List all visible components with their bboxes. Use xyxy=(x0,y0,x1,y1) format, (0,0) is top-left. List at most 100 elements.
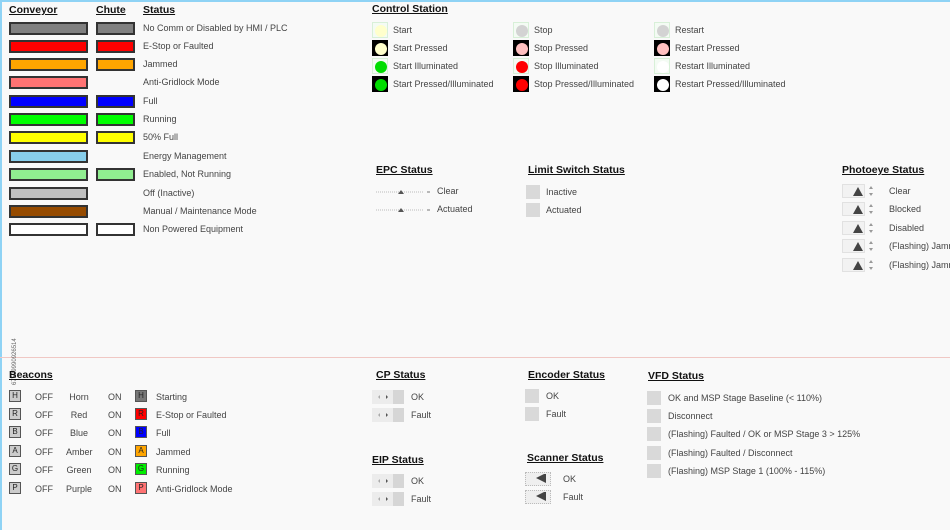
vfd-icon xyxy=(647,446,661,460)
beacon-on-icon: G xyxy=(135,463,147,475)
limit-switch-icon xyxy=(526,185,540,199)
button-indicator-icon xyxy=(372,76,388,92)
beacon-on-label: ON xyxy=(108,392,122,402)
scanner-icon xyxy=(525,472,551,486)
beacon-off-icon: A xyxy=(9,445,21,457)
beacon-off-icon: G xyxy=(9,463,21,475)
photoeye-label: Disabled xyxy=(889,223,925,233)
conveyor-swatch xyxy=(9,76,88,89)
vfd-label: (Flashing) Faulted / Disconnect xyxy=(668,448,793,458)
cp-label: Fault xyxy=(411,410,432,420)
vfd-label: (Flashing) MSP Stage 1 (100% - 115%) xyxy=(668,466,826,476)
control-station-title: Control Station xyxy=(372,3,448,15)
photoeye-icon xyxy=(842,202,880,216)
status-label: Energy Management xyxy=(143,151,227,161)
vfd-icon xyxy=(647,409,661,423)
beacon-name: Blue xyxy=(69,428,88,438)
vfd-label: (Flashing) Faulted / OK or MSP Stage 3 >… xyxy=(668,429,861,439)
beacon-off-label: OFF xyxy=(35,465,53,475)
conveyor-swatch xyxy=(9,205,88,218)
limit-switch-title: Limit Switch Status xyxy=(528,164,625,176)
button-indicator-icon xyxy=(654,22,670,38)
beacon-off-icon: P xyxy=(9,482,21,494)
encoder-icon xyxy=(525,407,539,421)
conveyor-swatch xyxy=(9,168,88,181)
button-indicator-icon xyxy=(654,40,670,56)
beacon-status-label: Starting xyxy=(156,392,188,402)
vfd-title: VFD Status xyxy=(648,370,705,382)
conveyor-swatch xyxy=(9,150,88,163)
button-indicator-icon xyxy=(513,76,529,92)
cp-label: OK xyxy=(411,392,425,402)
eip-icon xyxy=(372,474,404,488)
button-state-label: Restart xyxy=(675,25,705,35)
button-indicator-icon xyxy=(654,58,670,74)
encoder-label: OK xyxy=(546,391,560,401)
scanner-title: Scanner Status xyxy=(527,452,604,464)
beacon-status-label: Anti-Gridlock Mode xyxy=(156,484,233,494)
epc-switch-icon xyxy=(376,187,432,194)
beacon-off-label: OFF xyxy=(35,410,53,420)
status-label: Enabled, Not Running xyxy=(143,169,232,179)
beacon-off-label: OFF xyxy=(35,392,53,402)
button-state-label: Start xyxy=(393,25,413,35)
scanner-icon xyxy=(525,490,551,504)
chute-swatch xyxy=(96,95,135,108)
button-state-label: Start Pressed xyxy=(393,43,448,53)
cp-icon xyxy=(372,390,404,404)
conveyor-header: Conveyor xyxy=(9,4,58,16)
button-indicator-icon xyxy=(372,40,388,56)
chute-swatch xyxy=(96,40,135,53)
beacon-status-label: E-Stop or Faulted xyxy=(156,410,227,420)
photoeye-label: Clear xyxy=(889,186,911,196)
eip-label: OK xyxy=(411,476,425,486)
beacon-off-icon: H xyxy=(9,390,21,402)
encoder-label: Fault xyxy=(546,409,567,419)
left-border xyxy=(0,0,2,530)
button-state-label: Stop Pressed/Illuminated xyxy=(534,79,635,89)
conveyor-swatch xyxy=(9,22,88,35)
beacon-status-label: Jammed xyxy=(156,447,191,457)
chute-header: Chute xyxy=(96,4,126,16)
button-indicator-icon xyxy=(654,76,670,92)
chute-swatch xyxy=(96,223,135,236)
cp-title: CP Status xyxy=(376,369,426,381)
status-label: Anti-Gridlock Mode xyxy=(143,77,220,87)
beacon-off-label: OFF xyxy=(35,484,53,494)
button-state-label: Restart Pressed xyxy=(675,43,740,53)
photoeye-label: (Flashing) Jamm xyxy=(889,260,950,270)
button-state-label: Start Pressed/Illuminated xyxy=(393,79,494,89)
chute-swatch xyxy=(96,58,135,71)
beacon-off-icon: R xyxy=(9,408,21,420)
conveyor-swatch xyxy=(9,113,88,126)
button-state-label: Stop Pressed xyxy=(534,43,589,53)
photoeye-label: (Flashing) Jamm xyxy=(889,241,950,251)
beacon-off-label: OFF xyxy=(35,447,53,457)
cp-icon xyxy=(372,408,404,422)
button-indicator-icon xyxy=(513,22,529,38)
beacon-status-label: Running xyxy=(156,465,190,475)
conveyor-swatch xyxy=(9,95,88,108)
status-header: Status xyxy=(143,4,176,16)
button-state-label: Start Illuminated xyxy=(393,61,459,71)
epc-label: Clear xyxy=(437,186,459,196)
beacons-title: Beacons xyxy=(9,369,53,381)
beacon-on-icon: B xyxy=(135,426,147,438)
beacon-name: Red xyxy=(70,410,88,420)
limit-switch-icon xyxy=(526,203,540,217)
beacon-on-icon: A xyxy=(135,445,147,457)
beacon-on-icon: R xyxy=(135,408,147,420)
conveyor-swatch xyxy=(9,131,88,144)
beacon-status-label: Full xyxy=(156,428,171,438)
epc-label: Actuated xyxy=(437,204,473,214)
scanner-label: Fault xyxy=(563,492,584,502)
conveyor-swatch xyxy=(9,223,88,236)
beacon-on-label: ON xyxy=(108,428,122,438)
status-label: Off (Inactive) xyxy=(143,188,195,198)
vfd-icon xyxy=(647,427,661,441)
encoder-title: Encoder Status xyxy=(528,369,606,381)
beacon-on-icon: H xyxy=(135,390,147,402)
button-state-label: Restart Pressed/Illuminated xyxy=(675,79,786,89)
status-label: Manual / Maintenance Mode xyxy=(143,206,257,216)
status-label: Jammed xyxy=(143,59,178,69)
